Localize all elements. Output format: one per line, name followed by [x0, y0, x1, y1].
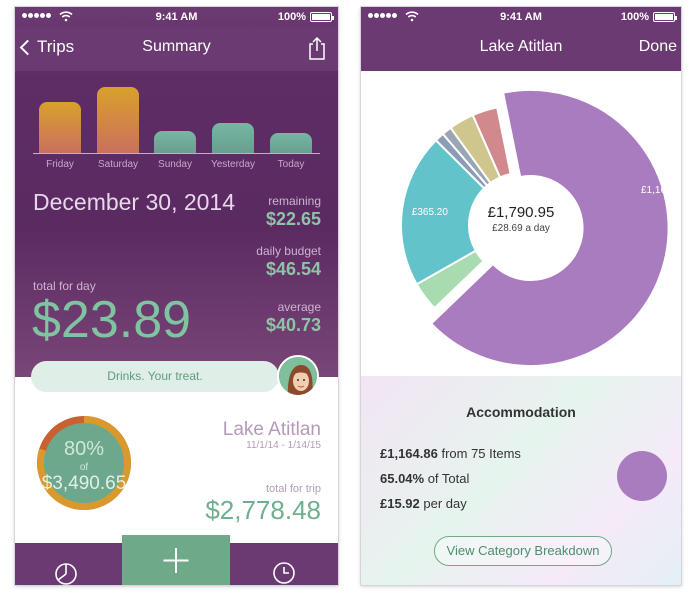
signal-icon [368, 13, 398, 25]
category-detail-panel: Accommodation £1,164.86 from 75 Items 65… [361, 376, 681, 585]
trip-breakdown-screen: Lake Atitlan Done 9:41 AM 100% £1,164.86… [361, 7, 681, 585]
category-per-day-line: £15.92 per day [380, 496, 467, 511]
bar-yesterday[interactable] [212, 123, 254, 153]
average-label: average [277, 300, 321, 314]
add-expense-button[interactable] [122, 535, 230, 585]
bar-friday[interactable] [39, 102, 81, 153]
total-for-day-label: total for day [33, 279, 96, 293]
bar-label-sunday: Sunday [158, 159, 192, 170]
category-per-day-suffix: per day [419, 496, 467, 511]
battery-percent: 100% [277, 11, 306, 23]
pie-slice-2[interactable] [400, 138, 486, 286]
daily-spending-chart: Friday Saturday Sunday Yesterday Today [15, 71, 338, 181]
summary-screen: 9:41 AM 100% Trips Summary Friday Saturda… [15, 7, 338, 585]
trip-name: Lake Atitlan [222, 419, 321, 440]
page-title: Summary [142, 38, 211, 55]
total-for-trip-amount: $2,778.48 [205, 495, 321, 525]
category-pie-chart[interactable] [361, 71, 681, 376]
bar-label-saturday: Saturday [97, 159, 139, 170]
nav-bar: Lake Atitlan Done [361, 7, 681, 71]
pie-daily-average: £28.69 a day [492, 223, 550, 234]
trip-dates: 11/1/14 - 1/14/15 [246, 440, 321, 451]
total-for-day-amount: $23.89 [32, 291, 192, 349]
pie-slice-6[interactable] [471, 106, 512, 179]
status-time: 9:41 AM [155, 11, 198, 23]
wifi-icon [405, 11, 419, 22]
signal-icon [22, 13, 52, 25]
category-amount-line: £1,164.86 from 75 Items [380, 446, 521, 461]
bar-label-yesterday: Yesterday [210, 159, 256, 170]
average-value: $40.73 [265, 315, 321, 335]
pie-slice-label-0: £1,164.86 [641, 184, 681, 196]
budget-ring-chart [37, 416, 132, 510]
chart-baseline [33, 153, 320, 154]
remaining-value: $22.65 [265, 209, 321, 229]
bar-label-friday: Friday [46, 159, 74, 170]
status-time: 9:41 AM [500, 11, 542, 23]
ring-budget-amount: $3,490.65 [41, 473, 127, 494]
pie-total-amount: £1,790.95 [487, 204, 555, 221]
remaining-label: remaining [268, 194, 321, 208]
category-items-count: from 75 Items [437, 446, 521, 461]
pie-slice-label-2: £365.20 [411, 207, 448, 219]
avatar[interactable] [277, 355, 319, 397]
ring-percent: 80% [63, 438, 105, 460]
category-percent: 65.04% [380, 471, 425, 486]
pie-center-hole [473, 177, 569, 273]
ring-of-label: of [79, 462, 89, 473]
category-per-day: £15.92 [380, 496, 420, 511]
page-title: Lake Atitlan [479, 38, 563, 55]
avatar-face-icon [279, 357, 317, 395]
bar-saturday[interactable] [97, 87, 139, 153]
total-for-trip-label: total for trip [265, 483, 321, 495]
status-bar: 9:41 AM 100% [15, 7, 338, 27]
bar-label-today: Today [277, 159, 305, 170]
daily-budget-value: $46.54 [265, 259, 321, 279]
nav-bar: Trips Summary [15, 27, 338, 71]
category-percent-suffix: of Total [424, 471, 470, 486]
current-date: December 30, 2014 [33, 189, 236, 215]
history-clock-icon[interactable] [271, 552, 297, 585]
bar-sunday[interactable] [154, 131, 196, 153]
plus-icon [163, 548, 189, 573]
pie-chart-tab-icon[interactable] [53, 552, 79, 585]
ring-inner [44, 423, 124, 503]
back-to-trips-button[interactable]: Trips [19, 37, 75, 57]
battery-icon [310, 12, 334, 22]
category-color-swatch [617, 451, 667, 501]
category-title: Accommodation [466, 404, 576, 420]
status-bar: 9:41 AM 100% [361, 7, 681, 27]
category-percent-line: 65.04% of Total [380, 471, 469, 486]
share-icon[interactable] [307, 36, 327, 60]
view-category-breakdown-button[interactable]: View Category Breakdown [434, 536, 612, 566]
wifi-icon [59, 11, 73, 22]
daily-budget-label: daily budget [256, 244, 321, 258]
expense-note-bubble[interactable]: Drinks. Your treat. [31, 361, 279, 392]
back-label: Trips [37, 37, 75, 56]
pie-slice-0[interactable] [429, 88, 670, 367]
category-amount: £1,164.86 [380, 446, 438, 461]
bar-today[interactable] [270, 133, 312, 153]
trip-budget-ring: 80% of $3,490.65 [31, 410, 137, 516]
battery-icon [653, 12, 677, 22]
done-button[interactable]: Done [638, 38, 677, 55]
battery-percent: 100% [620, 11, 649, 23]
